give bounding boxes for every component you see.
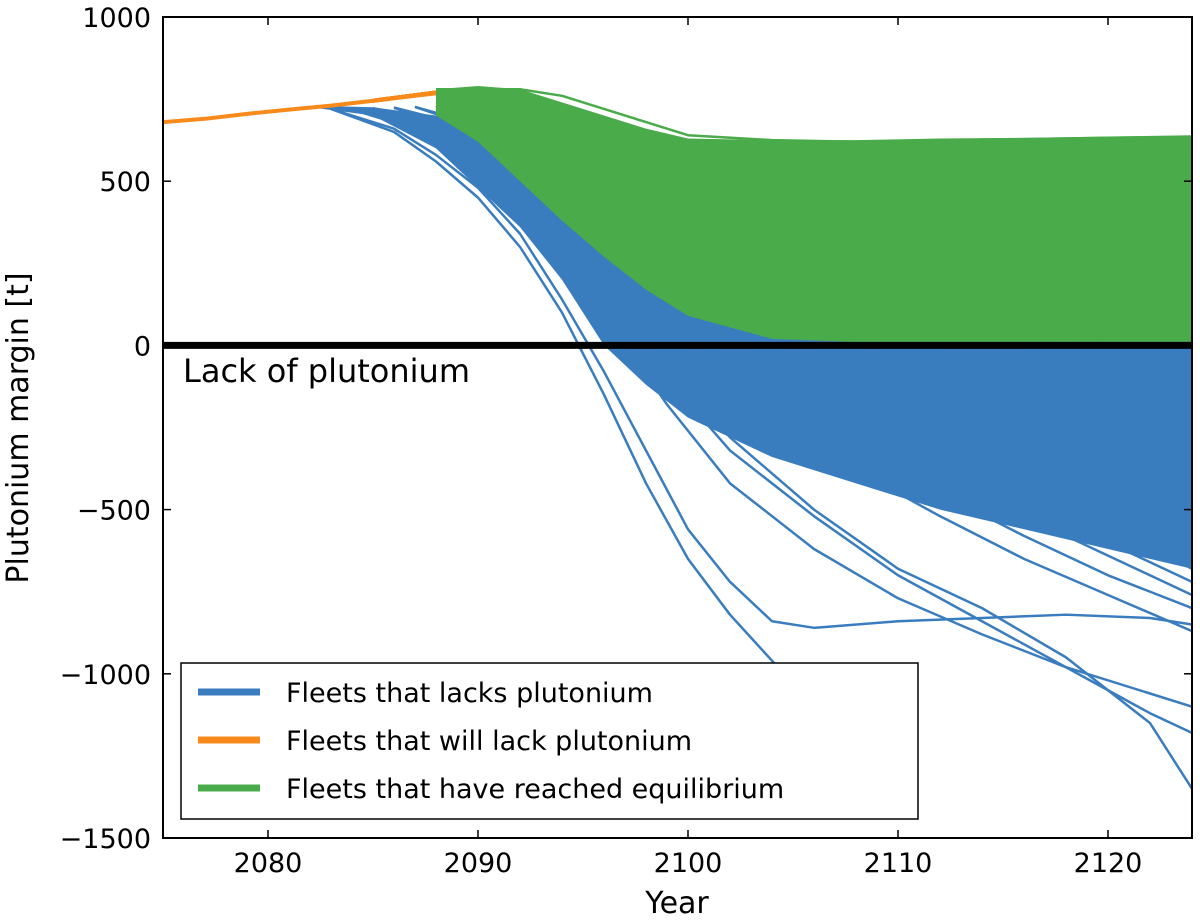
y-axis-title: Plutonium margin [t]: [1, 272, 36, 583]
legend-label-blue: Fleets that lacks plutonium: [286, 678, 653, 709]
series-1-line: [351, 108, 1192, 735]
x-tick-label: 2100: [654, 848, 723, 879]
y-tick-label: 500: [99, 167, 151, 198]
series-1-line: [351, 108, 1192, 610]
x-axis-title: Year: [644, 886, 709, 921]
series-3-band: [436, 85, 1192, 346]
y-tick-label: −1000: [60, 660, 151, 691]
x-tick-label: 2080: [234, 848, 303, 879]
series-3-line: [435, 92, 1192, 219]
series-3-line: [436, 87, 1192, 144]
y-tick-label: −1500: [60, 824, 151, 855]
plot-area: [163, 85, 1192, 790]
y-axis-ticks: −1500 −1000 −500 0 500 1000: [60, 3, 1192, 855]
series-1-line: [330, 107, 815, 708]
lack-of-plutonium-label: Lack of plutonium: [183, 352, 470, 390]
x-tick-label: 2120: [1074, 848, 1143, 879]
series-3: [435, 85, 1192, 346]
series-1-line: [351, 108, 1192, 790]
series-layer: [163, 85, 1192, 790]
series-3-line: [435, 104, 1192, 344]
plot-frame: [162, 16, 1193, 839]
series-3-line: [435, 91, 1192, 180]
legend-label-orange: Fleets that will lack plutonium: [286, 726, 692, 757]
legend-label-green: Fleets that have reached equilibrium: [286, 774, 784, 805]
series-1-line: [351, 108, 1192, 633]
series-3-line: [435, 89, 1192, 150]
x-axis-ticks: 2080 2090 2100 2110 2120: [234, 17, 1143, 879]
legend-box: [180, 662, 919, 820]
x-tick-label: 2090: [444, 848, 513, 879]
y-tick-label: 0: [134, 331, 151, 362]
legend: Fleets that lacks plutonium Fleets that …: [180, 662, 919, 820]
series-3-line: [435, 101, 1192, 321]
series-1-line: [330, 107, 1192, 630]
y-tick-label: −500: [77, 496, 151, 527]
x-tick-label: 2110: [864, 848, 933, 879]
series-3-line: [435, 94, 1192, 250]
y-tick-label: 1000: [82, 3, 151, 34]
